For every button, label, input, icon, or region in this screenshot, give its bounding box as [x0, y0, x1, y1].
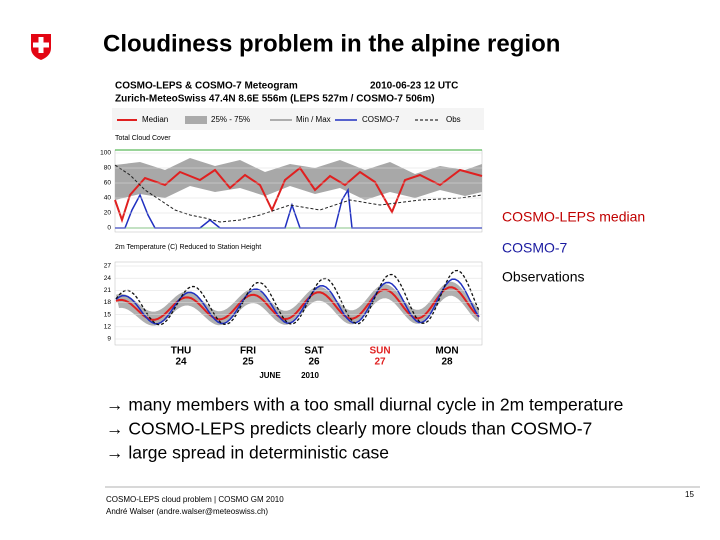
day-label: FRI [240, 346, 256, 357]
date-label: 25 [242, 357, 254, 368]
obs-line [114, 164, 483, 223]
panel-title: 2m Temperature (C) Reduced to Station He… [115, 244, 261, 251]
y-tick-label: 18 [104, 299, 112, 306]
legend-label: Median [142, 115, 168, 124]
y-tick-label: 0 [107, 225, 111, 232]
footer-text: André Walser (andre.walser@meteoswiss.ch… [106, 507, 268, 516]
slide-title: Cloudiness problem in the alpine region [103, 30, 560, 57]
y-tick-label: 15 [104, 311, 112, 318]
y-tick-label: 20 [104, 210, 112, 217]
y-tick-label: 100 [100, 150, 111, 157]
y-tick-label: 60 [104, 180, 112, 187]
y-tick-label: 12 [104, 324, 112, 331]
bullet: → many members with a too small diurnal … [106, 395, 623, 415]
date-label: 24 [175, 357, 187, 368]
panel-title: Total Cloud Cover [115, 135, 171, 142]
day-label: THU [171, 346, 192, 357]
annotation-label: COSMO-7 [502, 240, 568, 256]
y-tick-label: 80 [104, 165, 112, 172]
temp-cosmo7-line [115, 278, 480, 325]
legend-label: COSMO-7 [362, 115, 400, 124]
page-number: 15 [685, 490, 694, 499]
legend-label: 25% - 75% [211, 115, 250, 124]
y-tick-label: 27 [104, 263, 112, 270]
legend-box [112, 108, 484, 130]
date-label: 28 [441, 357, 453, 368]
meteogram-title: COSMO-LEPS & COSMO-7 Meteogram [115, 81, 298, 92]
cross [33, 42, 49, 48]
footer-text: COSMO-LEPS cloud problem | COSMO GM 2010 [106, 495, 284, 504]
y-tick-label: 9 [107, 336, 111, 343]
meteogram-location: Zurich-MeteoSwiss 47.4N 8.6E 556m (LEPS … [115, 94, 435, 105]
legend-swatch [185, 116, 207, 124]
day-label: SAT [304, 346, 323, 357]
annotation-label: Observations [502, 269, 584, 285]
day-label: MON [435, 346, 458, 357]
meteogram-run: 2010-06-23 12 UTC [370, 81, 458, 92]
y-tick-label: 24 [104, 275, 112, 282]
date-label: 26 [308, 357, 320, 368]
annotation-label: COSMO-LEPS median [502, 209, 645, 225]
day-label: SUN [369, 346, 390, 357]
bullet: → large spread in deterministic case [106, 443, 389, 463]
swiss-logo [31, 34, 51, 60]
spread-band [115, 158, 482, 200]
bullet: → COSMO-LEPS predicts clearly more cloud… [106, 419, 592, 439]
legend-label: Obs [446, 115, 461, 124]
y-tick-label: 40 [104, 195, 112, 202]
median-line [114, 166, 483, 224]
month-label: JUNE [259, 371, 281, 380]
y-tick-label: 21 [104, 287, 112, 294]
legend-label: Min / Max [296, 115, 331, 124]
temp-obs-line [115, 269, 480, 326]
meteogram: COSMO-LEPS & COSMO-7 Meteogram 2010-06-2… [100, 74, 488, 386]
date-label: 27 [374, 357, 386, 368]
year-label: 2010 [301, 371, 319, 380]
